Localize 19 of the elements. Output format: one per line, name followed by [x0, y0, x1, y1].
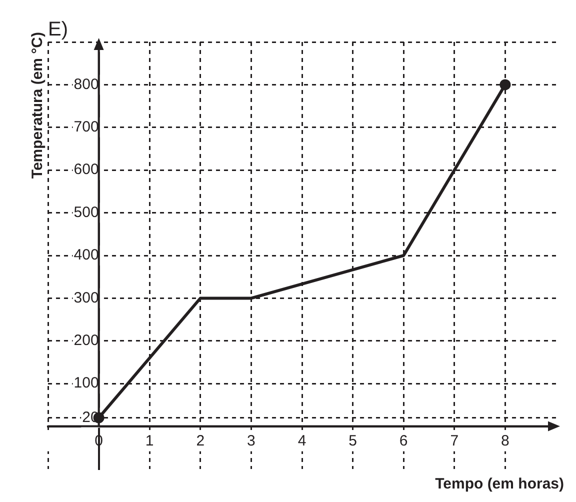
y-tick-label: 600	[74, 161, 99, 178]
y-tick-label: 100	[74, 374, 99, 392]
x-tick-label: 2	[196, 432, 205, 450]
y-tick-label: 400	[74, 246, 99, 264]
y-tick-label: 700	[74, 118, 99, 136]
y-tick-label: 300	[74, 289, 99, 306]
y-axis-title: Temperatura (em °C)	[29, 32, 46, 179]
x-tick-label: 8	[501, 432, 510, 450]
x-tick-label: 5	[348, 432, 357, 450]
chart-title: E)	[48, 18, 68, 41]
x-tick-label: 3	[247, 432, 256, 450]
y-tick-label: 200	[74, 332, 99, 350]
y-tick-label: 800	[74, 76, 99, 93]
x-tick-label: 7	[450, 432, 459, 450]
x-tick-label: 6	[399, 432, 408, 450]
x-tick-label: 1	[145, 432, 154, 450]
y-tick-label: 500	[74, 204, 99, 221]
x-axis-title: Tempo (em horas)	[435, 476, 564, 493]
x-tick-label: 4	[298, 432, 306, 450]
